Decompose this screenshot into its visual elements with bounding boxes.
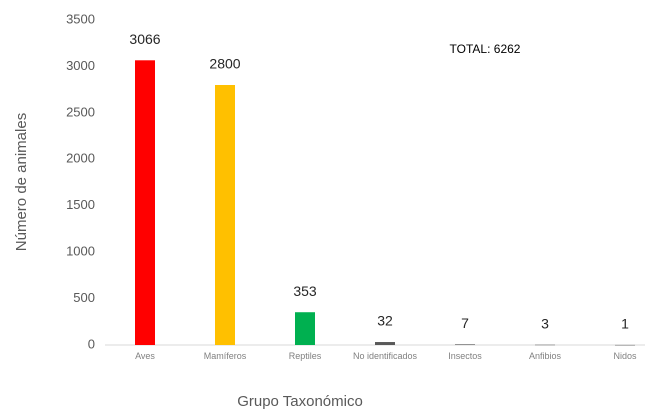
data-label: 1 (621, 316, 629, 332)
data-label: 2800 (209, 56, 240, 72)
x-tick-label: No identificados (352, 351, 418, 361)
bar (375, 342, 395, 345)
bar (535, 344, 555, 346)
x-tick-label: Aves (135, 351, 155, 361)
data-label: 3 (541, 315, 549, 331)
x-tick-label-box: Mamíferos (203, 351, 247, 361)
x-tick-label-box: Reptiles (288, 351, 322, 361)
x-tick-label: Reptiles (288, 351, 322, 361)
x-tick-label: Nidos (613, 351, 637, 361)
data-label: 32 (377, 313, 393, 329)
x-tick-label: Anfibios (528, 351, 562, 361)
x-tick-label-box: Insectos (448, 351, 482, 361)
y-tick-label: 3500 (66, 11, 95, 26)
y-axis-label: Número de animales (13, 113, 30, 251)
bar (455, 344, 475, 345)
annotation: TOTAL: 6262 (450, 42, 521, 56)
x-tick-label-box: Aves (135, 351, 155, 361)
y-tick-label: 0 (88, 336, 95, 351)
y-tick-label: 500 (73, 290, 95, 305)
y-tick-label: 2500 (66, 104, 95, 119)
x-tick-label-box: Anfibios (528, 351, 562, 361)
x-tick-label: Mamíferos (203, 351, 247, 361)
y-tick-label: 1000 (66, 244, 95, 259)
bar (615, 344, 635, 346)
y-tick-label: 1500 (66, 197, 95, 212)
y-tick-label: 2000 (66, 151, 95, 166)
x-tick-label-box: No identificados (352, 351, 418, 361)
bar (295, 312, 315, 345)
y-tick-label: 3000 (66, 58, 95, 73)
x-tick-label: Insectos (448, 351, 482, 361)
data-label: 7 (461, 315, 469, 331)
bar (135, 60, 155, 346)
data-label: 3066 (129, 31, 160, 47)
bar (215, 85, 235, 345)
x-tick-label-box: Nidos (613, 351, 637, 361)
data-label: 353 (293, 283, 317, 299)
x-axis-label: Grupo Taxonómico (237, 393, 363, 410)
